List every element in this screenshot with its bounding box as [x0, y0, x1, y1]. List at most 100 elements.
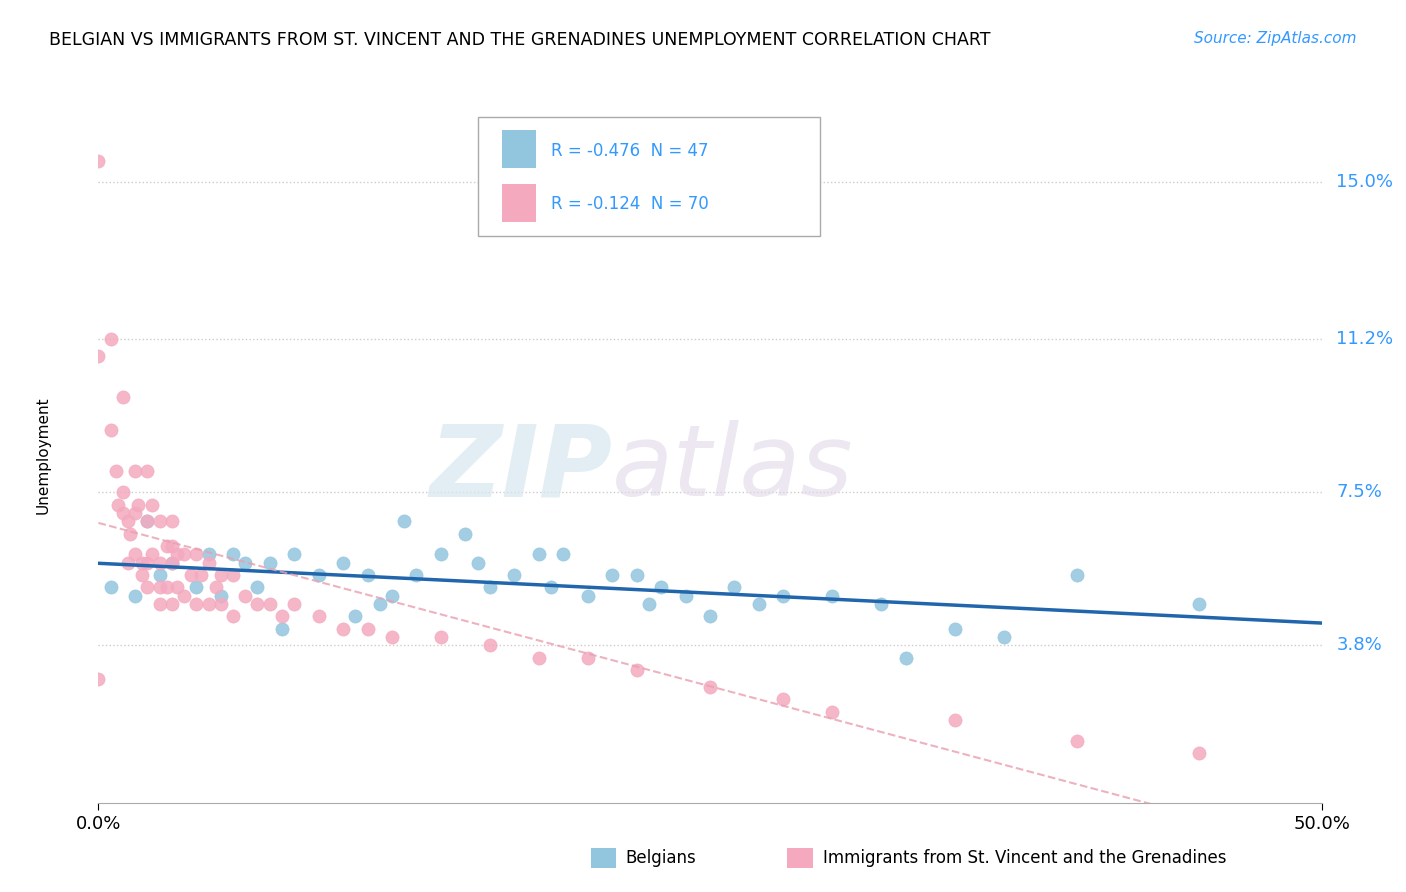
Point — [270, 622, 294, 636]
Point — [100, 581, 122, 595]
Point — [527, 651, 550, 665]
Point — [637, 597, 661, 611]
Point — [259, 597, 281, 611]
Bar — [502, 184, 536, 222]
Point — [149, 514, 172, 528]
Point — [270, 609, 294, 624]
Point — [222, 568, 245, 582]
Point — [180, 568, 202, 582]
Point — [160, 597, 183, 611]
Point — [124, 589, 146, 603]
Point — [246, 581, 269, 595]
Point — [821, 589, 844, 603]
Text: Unemployment: Unemployment — [37, 396, 51, 514]
Point — [149, 597, 172, 611]
Point — [186, 597, 208, 611]
Point — [124, 506, 146, 520]
Point — [308, 609, 330, 624]
Point — [650, 581, 672, 595]
Point — [111, 485, 134, 500]
Point — [344, 609, 367, 624]
Point — [626, 568, 648, 582]
Bar — [591, 848, 616, 868]
Point — [117, 556, 139, 570]
Point — [772, 589, 794, 603]
Point — [381, 630, 404, 644]
Text: 15.0%: 15.0% — [1336, 172, 1393, 191]
Point — [111, 390, 134, 404]
Text: 3.8%: 3.8% — [1336, 636, 1382, 655]
Point — [576, 651, 599, 665]
Point — [160, 556, 183, 570]
Point — [141, 547, 163, 561]
Point — [356, 568, 378, 582]
Point — [246, 597, 269, 611]
Point — [222, 547, 245, 561]
Point — [576, 589, 599, 603]
Point — [160, 514, 183, 528]
Point — [283, 547, 305, 561]
Point — [259, 556, 281, 570]
Point — [772, 692, 794, 706]
Point — [430, 547, 453, 561]
Point — [173, 589, 195, 603]
Point — [136, 581, 159, 595]
Point — [104, 465, 127, 479]
Point — [381, 589, 404, 603]
Point — [124, 547, 146, 561]
Point — [503, 568, 526, 582]
Point — [124, 465, 146, 479]
Point — [136, 465, 159, 479]
Point — [87, 153, 110, 168]
Point — [699, 680, 721, 694]
Point — [332, 622, 354, 636]
Text: Source: ZipAtlas.com: Source: ZipAtlas.com — [1194, 31, 1357, 46]
Point — [166, 547, 188, 561]
Point — [943, 713, 966, 727]
Text: R = -0.124  N = 70: R = -0.124 N = 70 — [551, 195, 709, 213]
Point — [186, 581, 208, 595]
Point — [190, 568, 212, 582]
Point — [527, 547, 550, 561]
Point — [156, 539, 179, 553]
Point — [111, 506, 134, 520]
Point — [454, 526, 477, 541]
Point — [87, 349, 110, 363]
Point — [405, 568, 427, 582]
Point — [222, 609, 245, 624]
Point — [100, 332, 122, 346]
Point — [205, 581, 228, 595]
Point — [127, 498, 149, 512]
Point — [1188, 597, 1211, 611]
Point — [723, 581, 745, 595]
Point — [197, 547, 219, 561]
Point — [675, 589, 697, 603]
Point — [332, 556, 354, 570]
Point — [392, 514, 416, 528]
Bar — [787, 848, 813, 868]
Point — [160, 556, 183, 570]
Point — [136, 556, 159, 570]
Point — [626, 663, 648, 677]
Text: R = -0.476  N = 47: R = -0.476 N = 47 — [551, 142, 709, 160]
Point — [209, 568, 232, 582]
Point — [467, 556, 489, 570]
Point — [308, 568, 330, 582]
Point — [120, 526, 142, 541]
Text: Immigrants from St. Vincent and the Grenadines: Immigrants from St. Vincent and the Gren… — [823, 849, 1226, 867]
Point — [149, 556, 172, 570]
Text: Belgians: Belgians — [626, 849, 696, 867]
Bar — [502, 130, 536, 169]
Point — [166, 581, 188, 595]
Point — [283, 597, 305, 611]
Point — [186, 547, 208, 561]
FancyBboxPatch shape — [478, 118, 820, 235]
Point — [136, 514, 159, 528]
Point — [993, 630, 1015, 644]
Text: atlas: atlas — [612, 420, 853, 517]
Point — [356, 622, 378, 636]
Point — [540, 581, 562, 595]
Point — [107, 498, 129, 512]
Text: 7.5%: 7.5% — [1336, 483, 1382, 501]
Point — [478, 639, 501, 653]
